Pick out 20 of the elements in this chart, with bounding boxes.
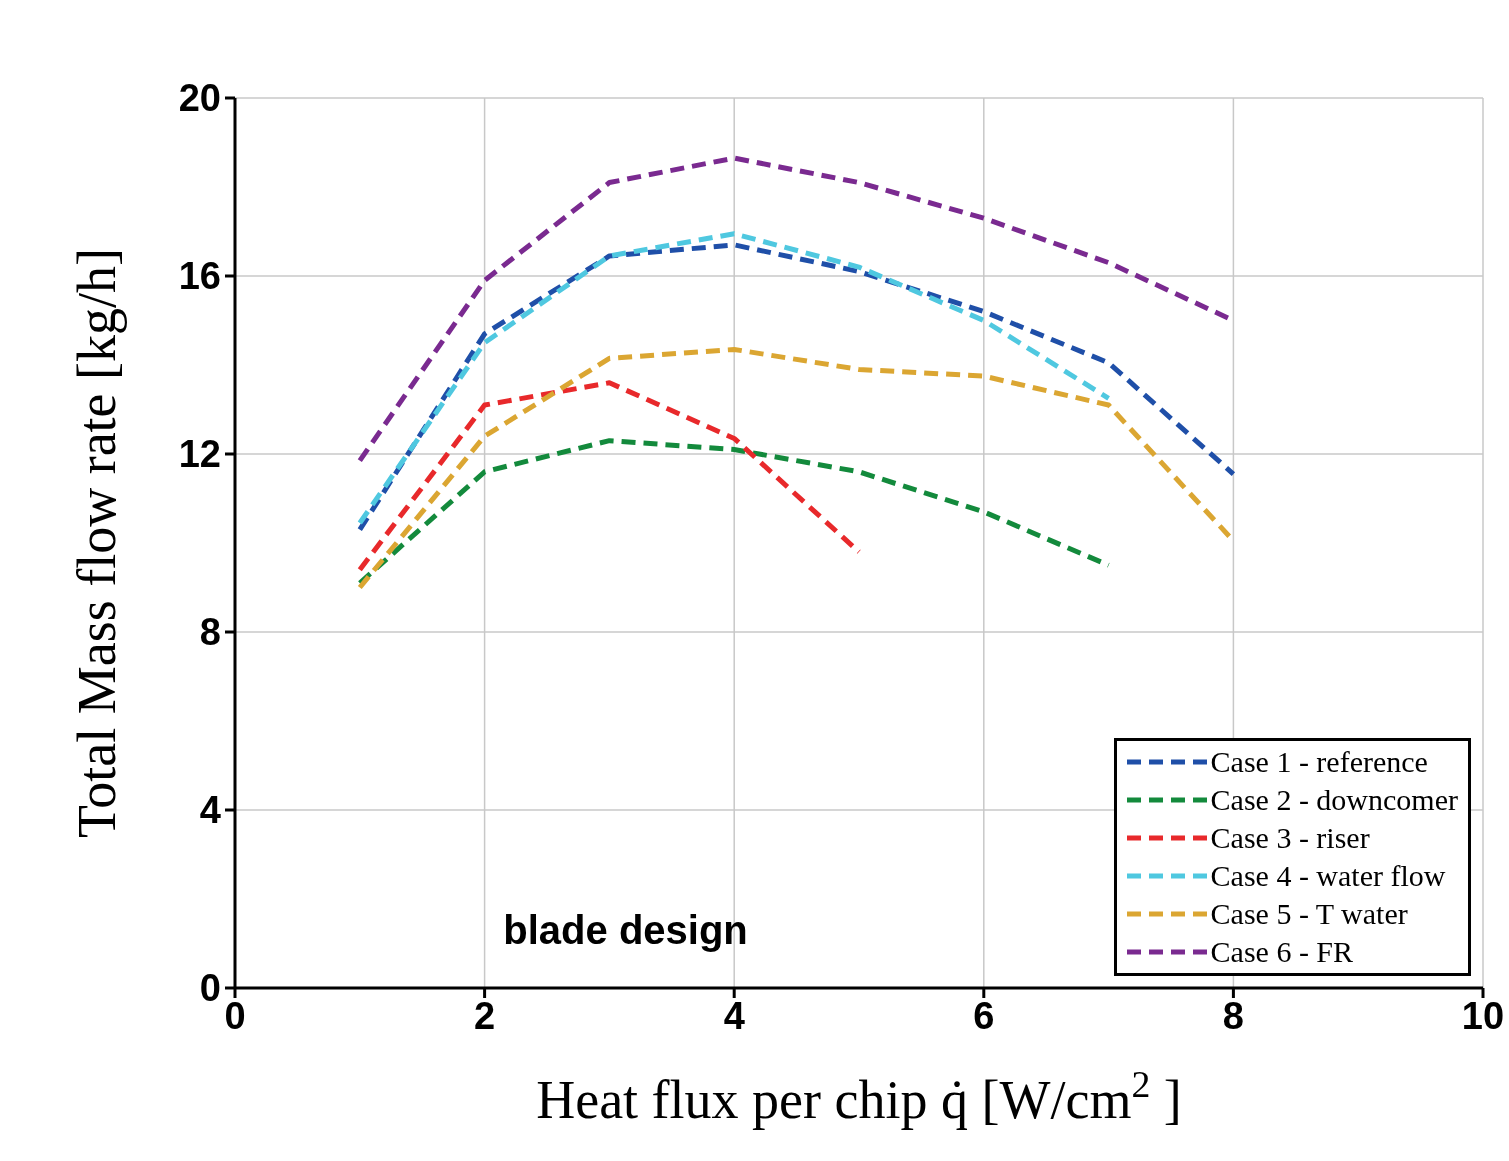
x-axis-title: Heat flux per chip q̇ [W/cm$^{2}$] (536, 1063, 1182, 1130)
legend-label: Case 2 - downcomer (1210, 782, 1458, 818)
y-axis-title: Total Mass flow rate [kg/h] (67, 247, 127, 839)
y-tick-label: 0 (199, 967, 221, 1010)
legend-label: Case 4 - water flow (1210, 858, 1446, 894)
legend-label: Case 6 - FR (1210, 934, 1354, 970)
x-tick-label: 8 (1222, 994, 1244, 1037)
x-tick-label: 6 (973, 994, 995, 1037)
y-tick-label: 12 (178, 433, 221, 476)
x-tick-label: 4 (723, 994, 745, 1037)
legend-label: Case 1 - reference (1210, 744, 1428, 780)
annotation: blade design (503, 907, 748, 953)
y-tick-label: 8 (199, 611, 221, 654)
legend-label: Case 3 - riser (1210, 820, 1370, 856)
y-tick-label: 16 (178, 255, 221, 298)
x-tick-label: 10 (1461, 994, 1505, 1037)
y-tick-label: 20 (178, 77, 221, 120)
x-tick-label: 2 (474, 994, 496, 1037)
y-tick-label: 4 (199, 789, 221, 832)
legend-label: Case 5 - T water (1210, 896, 1408, 932)
